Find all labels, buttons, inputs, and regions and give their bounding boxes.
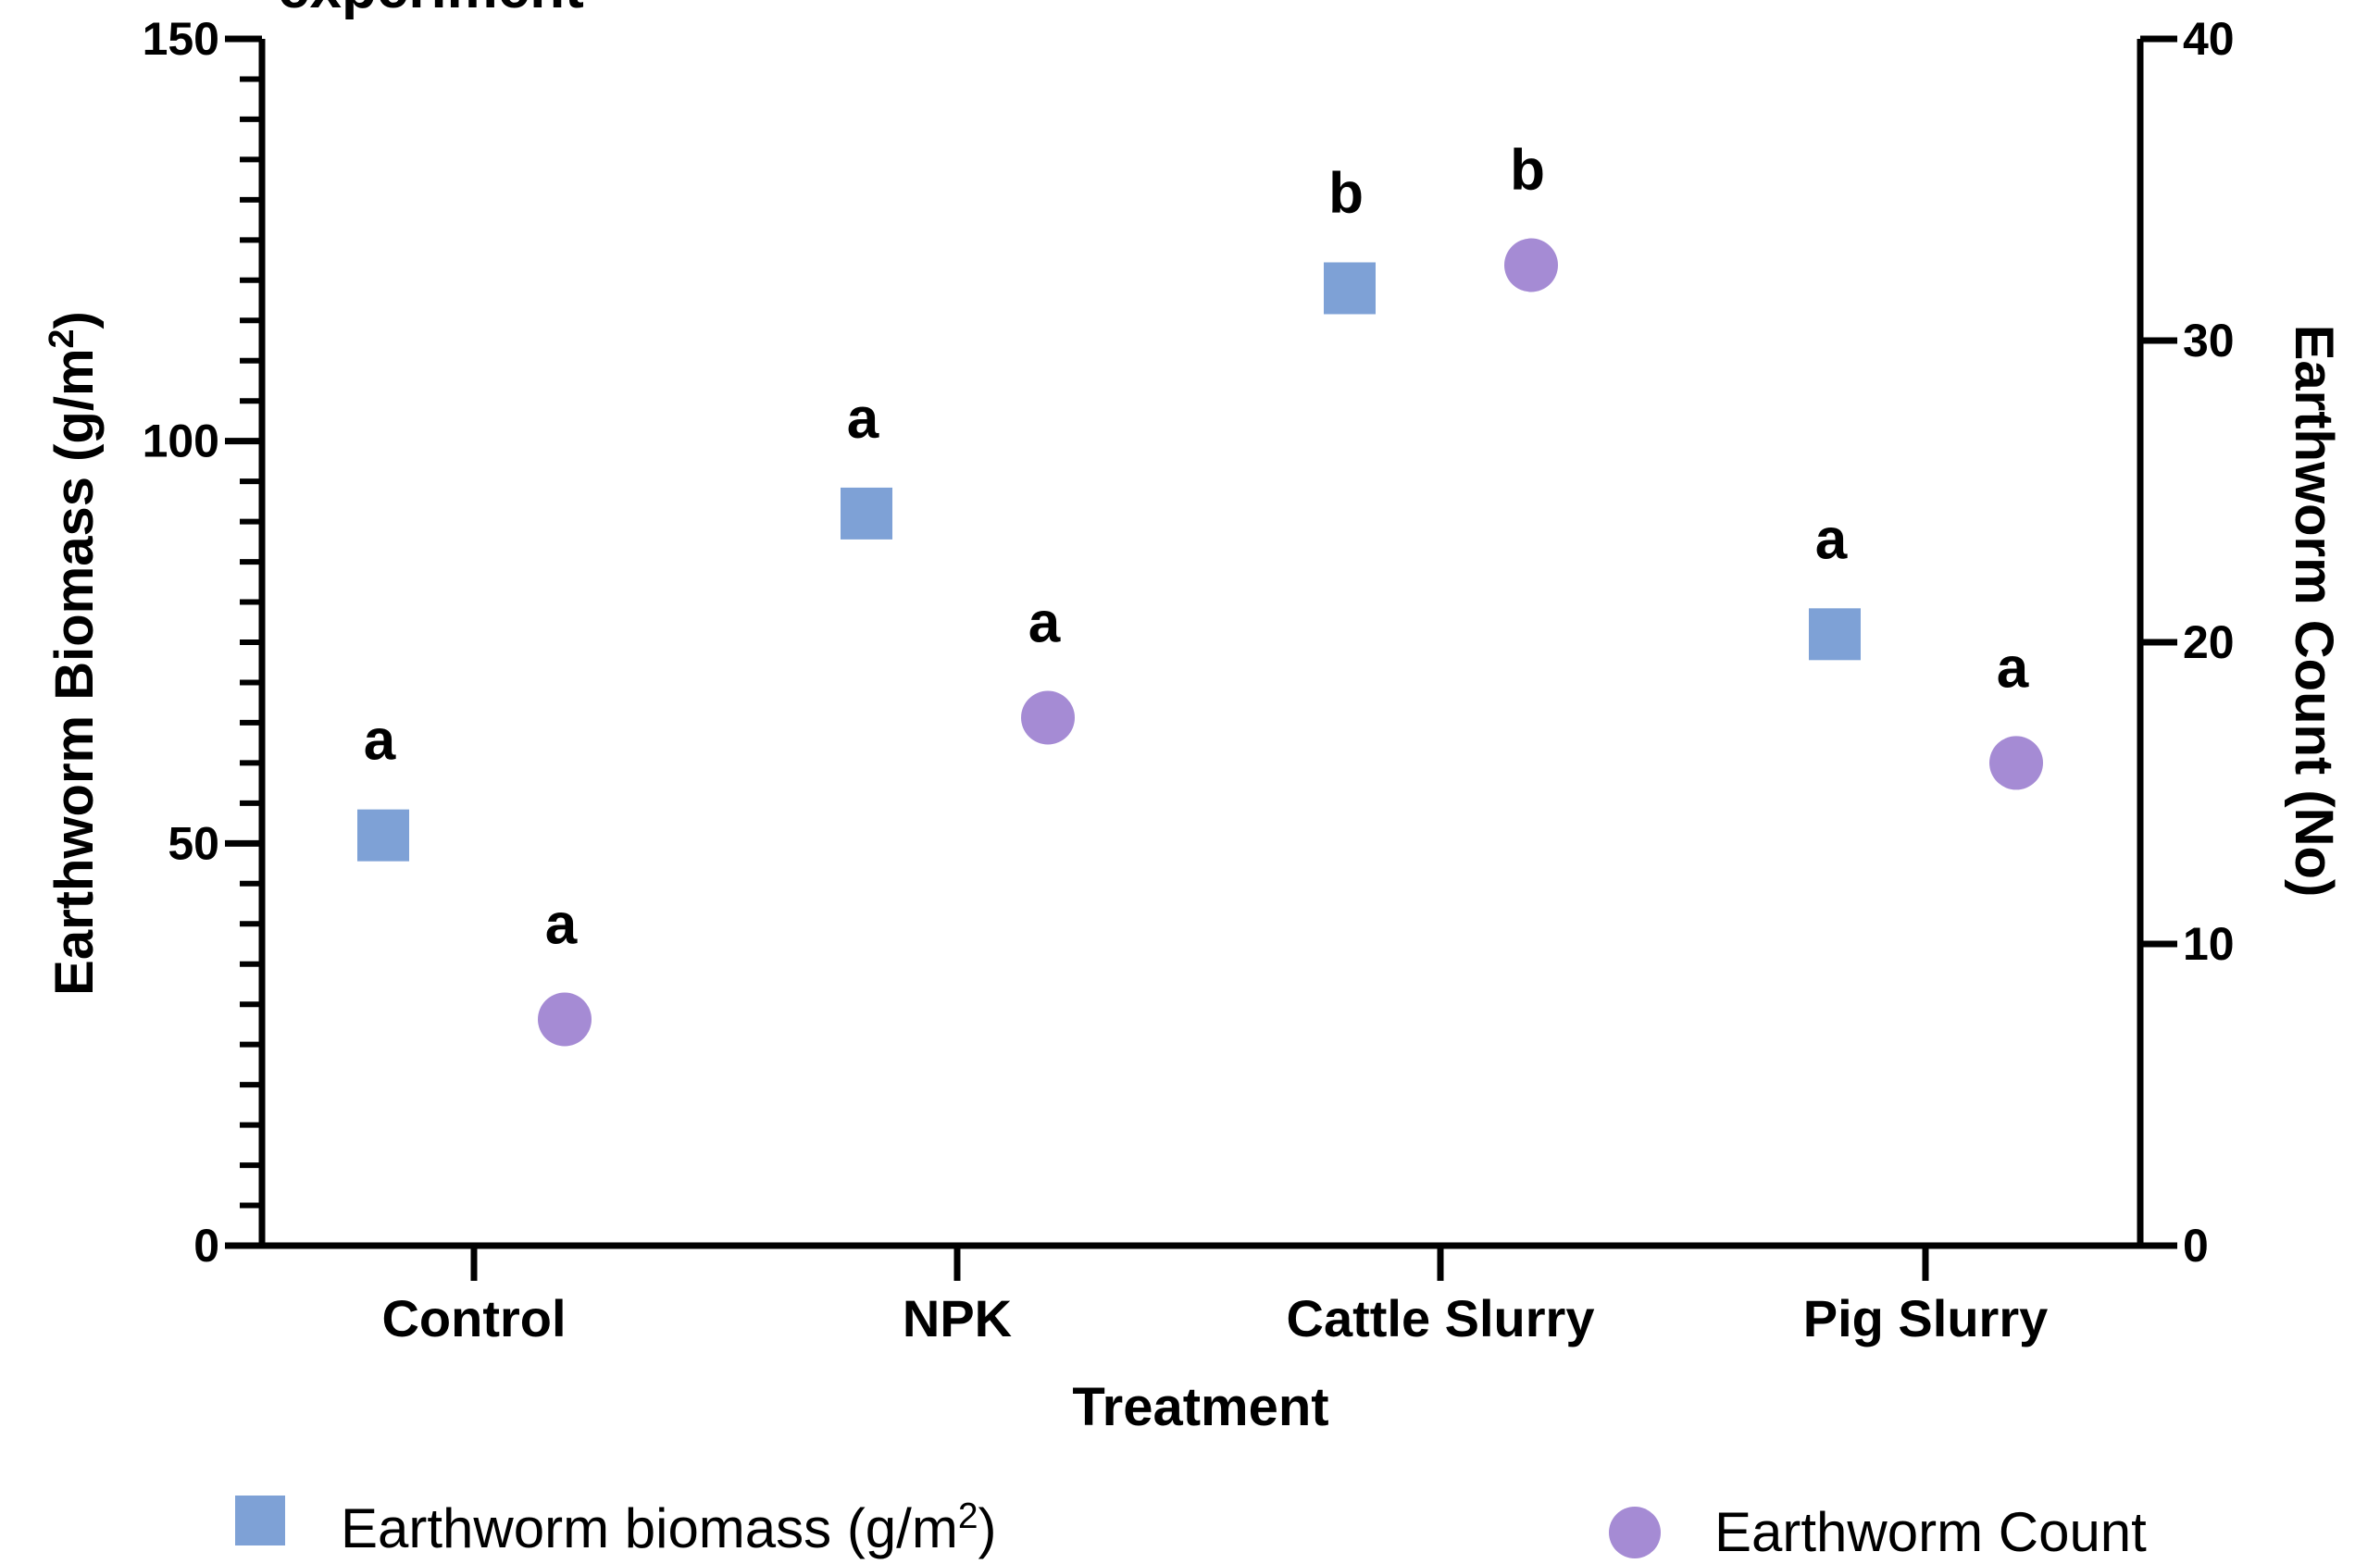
x-tick-label: Pig Slurry bbox=[1803, 1289, 2049, 1347]
legend-count-marker bbox=[1609, 1507, 1661, 1558]
right-tick-label: 0 bbox=[2183, 1220, 2209, 1272]
right-axis-title: Earthworm Count (No) bbox=[2284, 325, 2344, 898]
significance-label: a bbox=[545, 893, 578, 957]
biomass-marker bbox=[357, 809, 409, 862]
significance-label: b bbox=[1328, 161, 1364, 225]
left-axis-title: Earthworm Biomass (g/m2) bbox=[42, 311, 105, 996]
significance-label: a bbox=[847, 387, 879, 451]
chart-title: experiment bbox=[278, 0, 584, 20]
biomass-marker bbox=[841, 487, 892, 540]
legend: Earthworm biomass (g/m2) Earthworm Count bbox=[235, 1496, 2147, 1563]
significance-label: a bbox=[1815, 507, 1848, 571]
left-tick-label: 100 bbox=[143, 416, 219, 467]
right-tick-label: 10 bbox=[2183, 918, 2235, 970]
right-tick-label: 20 bbox=[2183, 616, 2235, 668]
legend-biomass-label: Earthworm biomass (g/m2) bbox=[341, 1496, 997, 1560]
legend-count-label: Earthworm Count bbox=[1714, 1501, 2147, 1563]
legend-biomass-marker bbox=[235, 1496, 285, 1545]
significance-label: a bbox=[1028, 591, 1061, 655]
right-tick-label: 30 bbox=[2183, 315, 2235, 366]
x-tick-label: Control bbox=[381, 1289, 566, 1347]
x-axis-title: Treatment bbox=[1072, 1377, 1328, 1437]
left-tick-label: 0 bbox=[193, 1220, 219, 1272]
left-tick-label: 150 bbox=[143, 13, 219, 65]
significance-label: b bbox=[1510, 139, 1545, 203]
biomass-marker bbox=[1809, 608, 1861, 661]
count-marker bbox=[1021, 690, 1075, 745]
biomass-marker bbox=[1324, 262, 1376, 315]
left-y-axis: 0 50 100 150 Earthworm Biomass (g/m2) bbox=[42, 13, 266, 1272]
significance-label: a bbox=[1997, 636, 2029, 700]
left-tick-label: 50 bbox=[168, 817, 219, 869]
count-marker bbox=[1989, 736, 2043, 790]
right-y-axis: 0 10 20 30 40 Earthworm Count (No) bbox=[2137, 13, 2344, 1272]
significance-label: a bbox=[364, 709, 396, 773]
count-marker bbox=[538, 992, 592, 1047]
x-axis: Control NPK Cattle Slurry Pig Slurry Treatme… bbox=[259, 1242, 2143, 1437]
x-tick-label: NPK bbox=[903, 1289, 1012, 1347]
x-tick-label: Cattle Slurry bbox=[1287, 1289, 1595, 1347]
data-points: a a b a a a b a bbox=[357, 139, 2043, 1047]
right-tick-label: 40 bbox=[2183, 13, 2235, 65]
count-marker bbox=[1504, 238, 1558, 292]
